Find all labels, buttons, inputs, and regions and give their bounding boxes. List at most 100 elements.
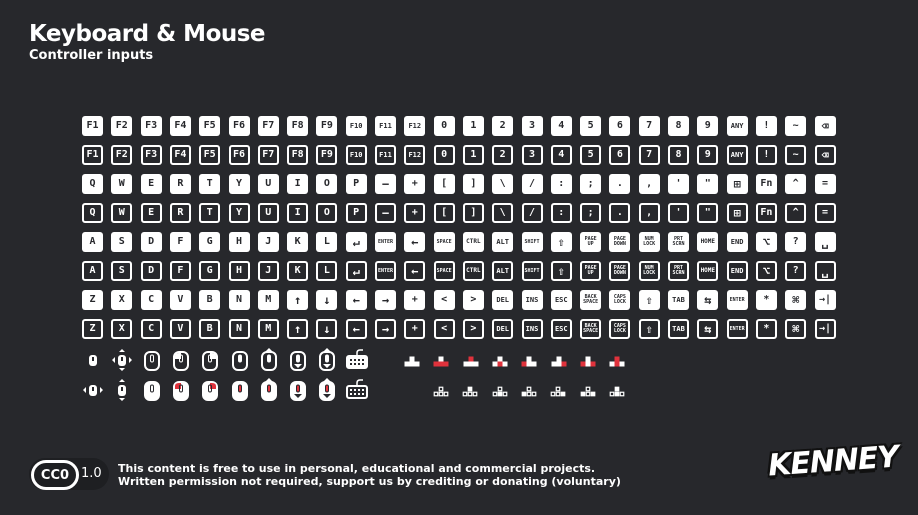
key-outline: PAGE UP (580, 261, 602, 281)
mouse-scroll-up-icon (257, 348, 281, 376)
arrow-keys-cluster-icon (463, 352, 479, 371)
key-outline: = (814, 203, 836, 223)
key-outline: S (111, 261, 133, 281)
key-outline: CTRL (462, 261, 484, 281)
key-outline: U (257, 203, 279, 223)
key-outline: W (111, 203, 133, 223)
key-outline: ? (785, 261, 807, 281)
arrow-keys-cluster-icon (433, 382, 449, 401)
key-filled: > (462, 290, 484, 310)
page-title: Keyboard & Mouse (29, 21, 266, 47)
key-outline: ⇧ (638, 319, 660, 339)
key-outline: HOME (697, 261, 719, 281)
notice-line-2: Written permission not required, support… (118, 475, 621, 488)
keyboard-outline-icon (345, 378, 369, 406)
key-outline: + (404, 203, 426, 223)
key-filled: " (697, 174, 719, 194)
mouse-right-icon (198, 348, 222, 376)
key-filled: Q (82, 174, 103, 194)
key-filled: D (140, 232, 162, 252)
key-filled: ^ (785, 174, 807, 194)
key-outline: ⇧ (550, 261, 572, 281)
key-outline: + (404, 319, 426, 339)
key-outline: F9 (316, 145, 338, 165)
key-filled: CAPS LOCK (609, 290, 631, 310)
mouse-outline-icon (140, 348, 164, 376)
key-filled: H (228, 232, 250, 252)
key-filled: ⇧ (638, 290, 660, 310)
key-outline: 1 (462, 145, 484, 165)
key-outline: 5 (580, 145, 602, 165)
key-filled: END (726, 232, 748, 252)
key-filled: PAGE DOWN (609, 232, 631, 252)
key-filled: PRT SCRN (668, 232, 689, 252)
key-filled: R (169, 174, 191, 194)
license-notice: This content is free to use in personal,… (118, 462, 621, 488)
key-outline: \ (492, 203, 514, 223)
key-filled: F10 (345, 116, 367, 136)
key-outline: B (199, 319, 221, 339)
key-filled: K (287, 232, 309, 252)
key-outline: A (82, 261, 103, 281)
notice-line-1: This content is free to use in personal,… (118, 462, 596, 475)
key-filled: ; (580, 174, 602, 194)
key-filled: SPACE (433, 232, 455, 252)
key-outline: 8 (668, 145, 689, 165)
key-filled: F9 (316, 116, 338, 136)
key-filled: NUM LOCK (638, 232, 660, 252)
arrow-keys-cluster-icon (492, 352, 508, 371)
mouse-scroll-vertical-red-icon (315, 378, 339, 406)
key-filled: \ (492, 174, 514, 194)
key-filled: ↓ (316, 290, 338, 310)
cc0-icon: CC0 (31, 460, 79, 490)
key-filled: ⌘ (785, 290, 807, 310)
key-outline: . (609, 203, 631, 223)
key-filled: ~ (785, 116, 807, 136)
key-filled: S (111, 232, 133, 252)
key-filled: / (521, 174, 543, 194)
key-outline: E (140, 203, 162, 223)
key-filled: Y (228, 174, 250, 194)
key-outline: TAB (668, 319, 689, 339)
key-outline: ALT (492, 261, 514, 281)
key-outline: 4 (550, 145, 572, 165)
mouse-vertical-icon (110, 378, 134, 406)
key-filled: < (433, 290, 455, 310)
key-outline: ESC (550, 319, 572, 339)
key-filled: F8 (287, 116, 309, 136)
key-filled: ⌫ (814, 116, 836, 136)
key-filled: Z (82, 290, 103, 310)
key-outline: F11 (375, 145, 396, 165)
key-outline: T (199, 203, 221, 223)
key-filled: . (609, 174, 631, 194)
key-filled: F3 (140, 116, 162, 136)
key-outline: F2 (111, 145, 133, 165)
key-filled: I (287, 174, 309, 194)
key-outline: C (140, 319, 162, 339)
key-filled: = (814, 174, 836, 194)
key-outline: INS (521, 319, 543, 339)
key-filled: → (375, 290, 396, 310)
key-outline: ↓ (316, 319, 338, 339)
key-outline: ~ (785, 145, 807, 165)
key-filled: ALT (492, 232, 514, 252)
key-outline: K (287, 261, 309, 281)
key-filled: ' (668, 174, 689, 194)
key-filled: F2 (111, 116, 133, 136)
key-outline: F5 (199, 145, 221, 165)
key-outline: X (111, 319, 133, 339)
key-outline: / (521, 203, 543, 223)
key-outline: < (433, 319, 455, 339)
key-outline: ANY (726, 145, 748, 165)
key-filled: − (375, 174, 396, 194)
arrow-keys-cluster-icon (521, 382, 537, 401)
key-filled: ↑ (287, 290, 309, 310)
key-outline: SHIFT (521, 261, 543, 281)
key-filled: M (257, 290, 279, 310)
arrow-keys-cluster-icon (404, 352, 420, 371)
key-filled: SHIFT (521, 232, 543, 252)
key-outline: F7 (257, 145, 279, 165)
key-filled: 1 (462, 116, 484, 136)
key-outline: P (345, 203, 367, 223)
arrow-keys-cluster-icon (609, 352, 625, 371)
